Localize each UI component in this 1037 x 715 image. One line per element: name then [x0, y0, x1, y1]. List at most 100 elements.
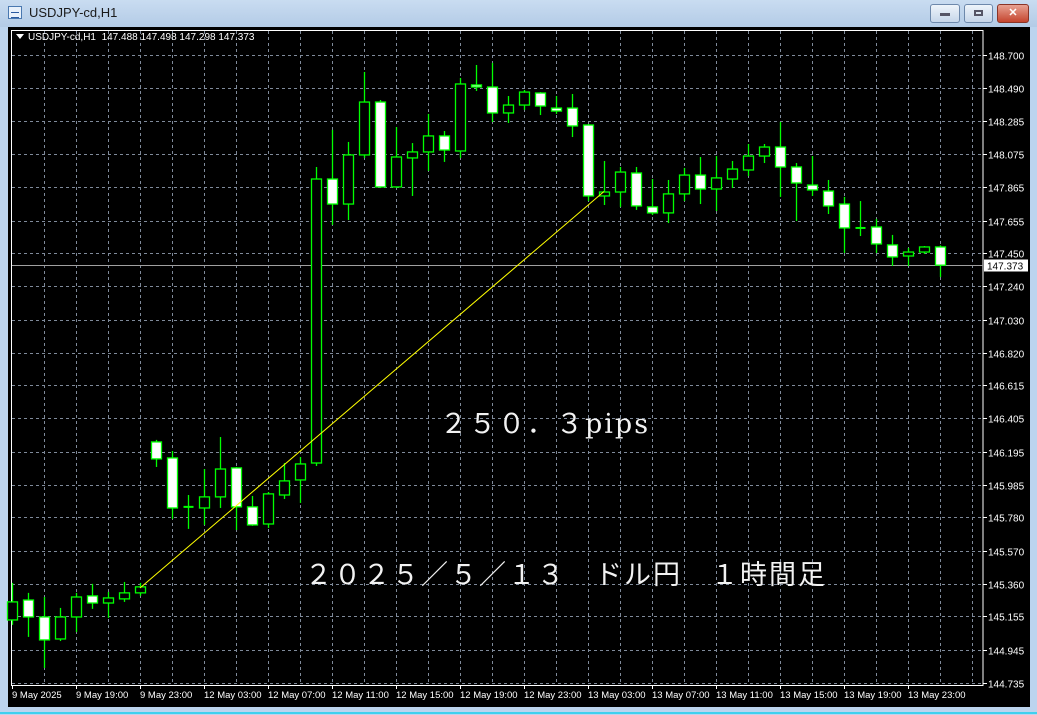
candle-bear[interactable]: [774, 146, 787, 168]
candle-bear[interactable]: [86, 595, 99, 604]
price-axis-label: 145.155: [988, 613, 1025, 624]
time-axis-label: 13 May 19:00: [844, 690, 902, 701]
candle-bear[interactable]: [470, 84, 483, 88]
candle-bear[interactable]: [486, 86, 499, 114]
candle-bear[interactable]: [246, 506, 259, 526]
candle-bear[interactable]: [438, 135, 451, 151]
candle-bear[interactable]: [870, 226, 883, 245]
candle-bull[interactable]: [742, 155, 755, 171]
candle-bull[interactable]: [614, 171, 627, 193]
candle-bear[interactable]: [630, 172, 643, 207]
chart-ohlc: 147.488 147.498 147.298 147.373: [101, 32, 255, 43]
candle-bull[interactable]: [262, 493, 275, 525]
close-button[interactable]: ✕: [997, 4, 1029, 23]
candle-bull[interactable]: [54, 616, 67, 640]
candle-bull[interactable]: [598, 191, 611, 197]
candle-bull[interactable]: [198, 496, 211, 509]
time-axis-label: 12 May 11:00: [332, 690, 389, 701]
candle-bear[interactable]: [886, 244, 899, 258]
time-axis-label: 12 May 19:00: [460, 690, 518, 701]
time-axis-label: 12 May 23:00: [524, 690, 582, 701]
window-titlebar[interactable]: USDJPY-cd,H1 ✕: [0, 0, 1037, 27]
price-axis-label: 145.780: [988, 514, 1025, 525]
price-axis-label: 145.570: [988, 548, 1025, 559]
candle-bull[interactable]: [390, 156, 403, 188]
candle-bull[interactable]: [134, 586, 147, 594]
time-axis-label: 9 May 2025: [12, 690, 62, 701]
candle-bull[interactable]: [358, 101, 371, 156]
candle-bear[interactable]: [326, 178, 339, 205]
time-axis-label: 12 May 15:00: [396, 690, 454, 701]
candle-bull[interactable]: [422, 135, 435, 153]
candle-bear[interactable]: [38, 616, 51, 641]
chart-window-icon: [8, 6, 22, 19]
candle-bull[interactable]: [502, 104, 515, 114]
current-price-tag: [984, 259, 1028, 272]
candle-bear[interactable]: [806, 184, 819, 191]
candle-bear[interactable]: [934, 246, 947, 266]
candle-bull[interactable]: [678, 174, 691, 195]
price-axis-label: 148.285: [988, 118, 1025, 129]
candle-bull[interactable]: [902, 251, 915, 257]
candle-bull[interactable]: [518, 91, 531, 106]
candle-bear[interactable]: [166, 457, 179, 509]
maximize-button[interactable]: [964, 4, 993, 23]
time-axis-label: 13 May 15:00: [780, 690, 838, 701]
price-axis-label: 147.865: [988, 184, 1025, 195]
candle-bull[interactable]: [310, 178, 323, 464]
chart-caption: ２０２５／５／１３ ドル円 １時間足: [305, 560, 827, 591]
candle-bear[interactable]: [582, 124, 595, 197]
candle-bull[interactable]: [102, 597, 115, 604]
dropdown-triangle-icon[interactable]: [16, 34, 24, 39]
price-axis-label: 148.490: [988, 85, 1025, 96]
trendline[interactable]: [139, 191, 605, 589]
price-axis-label: 147.030: [988, 317, 1025, 328]
candle-bull[interactable]: [710, 177, 723, 190]
candle-bear[interactable]: [150, 441, 163, 460]
candle-bear[interactable]: [566, 107, 579, 127]
candle-bear[interactable]: [550, 107, 563, 112]
minimize-icon: [940, 13, 950, 16]
candle-bear[interactable]: [822, 190, 835, 207]
candle-bull[interactable]: [406, 151, 419, 159]
candle-bull[interactable]: [118, 592, 131, 600]
price-axis-label: 146.405: [988, 415, 1025, 426]
candle-bull[interactable]: [454, 83, 467, 152]
candle-bull[interactable]: [70, 596, 83, 618]
candle-bull[interactable]: [662, 193, 675, 214]
price-axis-label: 146.615: [988, 382, 1025, 393]
price-axis-label: 148.700: [988, 52, 1025, 63]
chart-symbol: USDJPY-cd,H1: [28, 32, 96, 43]
candle-bear[interactable]: [694, 174, 707, 190]
window-title: USDJPY-cd,H1: [29, 5, 118, 20]
close-icon: ✕: [1008, 7, 1018, 19]
candle-bull[interactable]: [6, 601, 19, 621]
time-axis-label: 9 May 19:00: [76, 690, 128, 701]
price-axis-label: 145.985: [988, 482, 1025, 493]
candle-bull[interactable]: [758, 146, 771, 157]
candle-bear[interactable]: [22, 599, 35, 618]
time-axis-label: 12 May 07:00: [268, 690, 326, 701]
candle-bear[interactable]: [838, 203, 851, 229]
chart-frame: [11, 30, 984, 686]
price-axis-label: 147.450: [988, 250, 1025, 261]
candle-bull[interactable]: [918, 246, 931, 253]
time-axis-label: 12 May 03:00: [204, 690, 262, 701]
chart-area[interactable]: [8, 27, 1030, 707]
candle-bear[interactable]: [230, 467, 243, 508]
price-axis-label: 147.655: [988, 218, 1025, 229]
candle-bear[interactable]: [790, 166, 803, 184]
candle-bull[interactable]: [278, 480, 291, 496]
candle-bull[interactable]: [342, 154, 355, 205]
price-axis-label: 144.735: [988, 680, 1025, 691]
time-axis-label: 9 May 23:00: [140, 690, 192, 701]
candle-bull[interactable]: [214, 468, 227, 498]
candle-bear[interactable]: [374, 101, 387, 188]
candle-bull[interactable]: [726, 168, 739, 180]
chart-header: USDJPY-cd,H1 147.488 147.498 147.298 147…: [16, 32, 255, 43]
candle-bull[interactable]: [294, 463, 307, 481]
candle-bear[interactable]: [646, 206, 659, 214]
minimize-button[interactable]: [930, 4, 960, 23]
candle-bear[interactable]: [534, 92, 547, 107]
